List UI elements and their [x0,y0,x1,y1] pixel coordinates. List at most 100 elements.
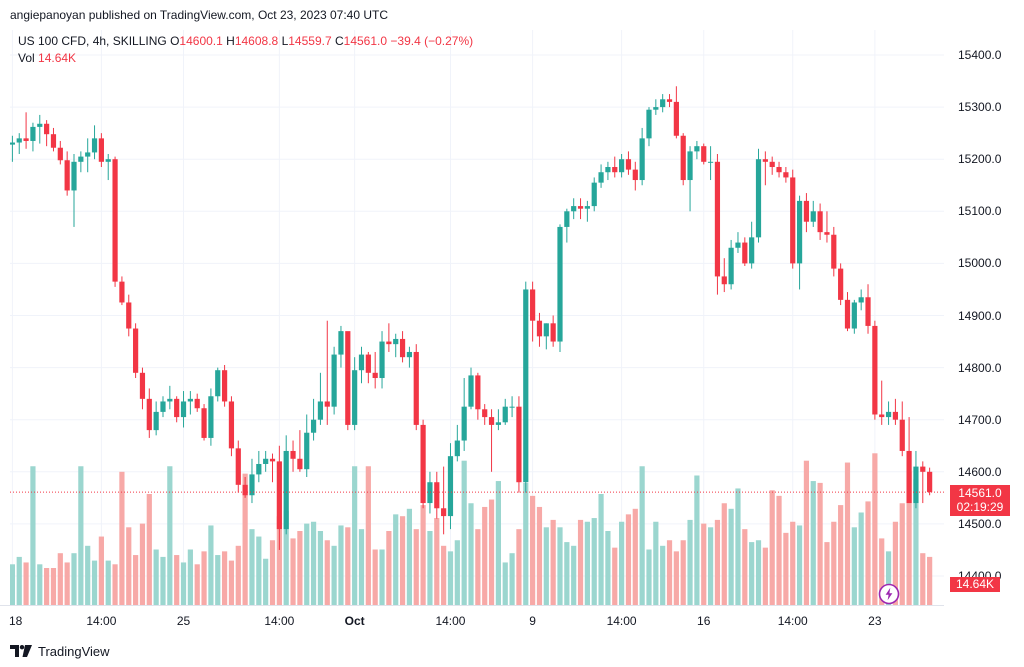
volume-bar [625,514,632,605]
open-value: 14600.1 [179,34,223,48]
volume-bar [78,466,84,605]
time-tick-label: 14:00 [264,614,295,628]
candle-body [91,138,98,153]
volume-bar [256,536,262,605]
candle-body [673,101,679,136]
symbol-legend[interactable]: US 100 CFD, 4h, SKILLING O14600.1 H14608… [18,34,473,48]
candle-body [242,484,248,496]
candles [10,86,933,550]
candle-body [304,432,310,470]
candle-body [44,123,50,135]
price-tick-label: 14800.0 [958,360,1002,375]
candle-body [796,200,803,264]
volume-bar [434,518,440,605]
candle-body [263,458,269,464]
candle-body [297,458,303,470]
volume-bar [413,529,419,605]
volume-bar [872,453,878,605]
volume-bar [509,553,515,605]
close-value: 14561.0 [343,34,388,48]
candle-body [543,323,549,337]
volume-bar [174,555,180,605]
volume-bar [673,551,679,605]
volume-bar [913,479,919,605]
candle-body [488,417,495,425]
candle-body [37,123,43,127]
volume-bar [276,516,282,605]
lightning-bolt-icon[interactable] [878,583,900,605]
volume-bar [776,495,782,605]
candle-body [660,99,666,108]
candle-body [461,406,467,441]
volume-bar [112,564,118,605]
price-tick-label: 14700.0 [958,412,1002,427]
price-tick-label: 15100.0 [958,204,1002,219]
volume-bar [646,549,652,605]
candle-body [721,276,727,285]
volume-bar [352,466,358,605]
time-tick-label: 16 [697,614,711,628]
volume-bar [345,527,351,605]
volume-bar [612,547,618,605]
volume-bar [194,564,200,605]
candle-body [516,406,522,483]
candle-body [899,419,905,451]
volume-bar [50,568,57,605]
volume-bar [447,551,454,605]
candle-body [64,160,70,191]
volume-bar [838,505,844,605]
candle-body [98,138,104,162]
candle-body [509,406,515,408]
volume-bar [64,562,70,605]
volume-bar [687,519,693,605]
volume-bar [297,531,303,605]
candle-body [105,159,111,162]
candlestick-chart[interactable] [10,30,944,605]
volume-bar [269,540,276,605]
candle-body [447,456,454,517]
low-value: 14559.7 [288,34,332,48]
candle-body [358,354,365,371]
candle-body [160,401,166,412]
volume-bar [714,519,721,605]
volume-bar [844,462,851,605]
volume-bar [23,562,29,605]
candle-body [906,450,912,504]
volume-bar [564,542,570,605]
candle-body [550,323,556,342]
last-volume-tag: 14.64K [950,577,1000,592]
volume-bar [660,545,666,605]
candle-body [536,320,543,337]
candle-body [605,167,611,173]
candle-body [632,169,638,181]
volume-bar [133,555,139,605]
last-price-value: 14561.0 [958,486,1002,500]
volume-bar [721,503,727,605]
volume-bar [530,495,536,605]
volume-legend[interactable]: Vol 14.64K [18,51,76,65]
volume-bar [406,508,413,605]
volume-bar [482,506,488,605]
candle-body [174,398,180,418]
candle-body [769,161,775,168]
candle-body [379,341,385,379]
candle-body [249,474,255,496]
volume-bar [536,506,543,605]
price-tick-label: 15200.0 [958,152,1002,167]
chart-pane[interactable] [10,30,944,605]
time-tick-label: 25 [176,614,191,628]
volume-bar [358,529,365,605]
symbol-name[interactable]: US 100 CFD, 4h, SKILLING [18,34,167,48]
candle-body [817,211,823,233]
footer[interactable]: TradingView [10,642,110,660]
candle-body [119,281,125,303]
candle-body [269,458,276,462]
candle-body [790,177,796,264]
candle-body [530,289,536,321]
time-tick-label: 14:00 [86,614,117,628]
volume-bar [769,490,775,605]
volume-bar [242,473,248,605]
candle-body [71,161,77,191]
volume-bar [557,527,563,605]
time-tick-label: 9 [529,614,536,628]
